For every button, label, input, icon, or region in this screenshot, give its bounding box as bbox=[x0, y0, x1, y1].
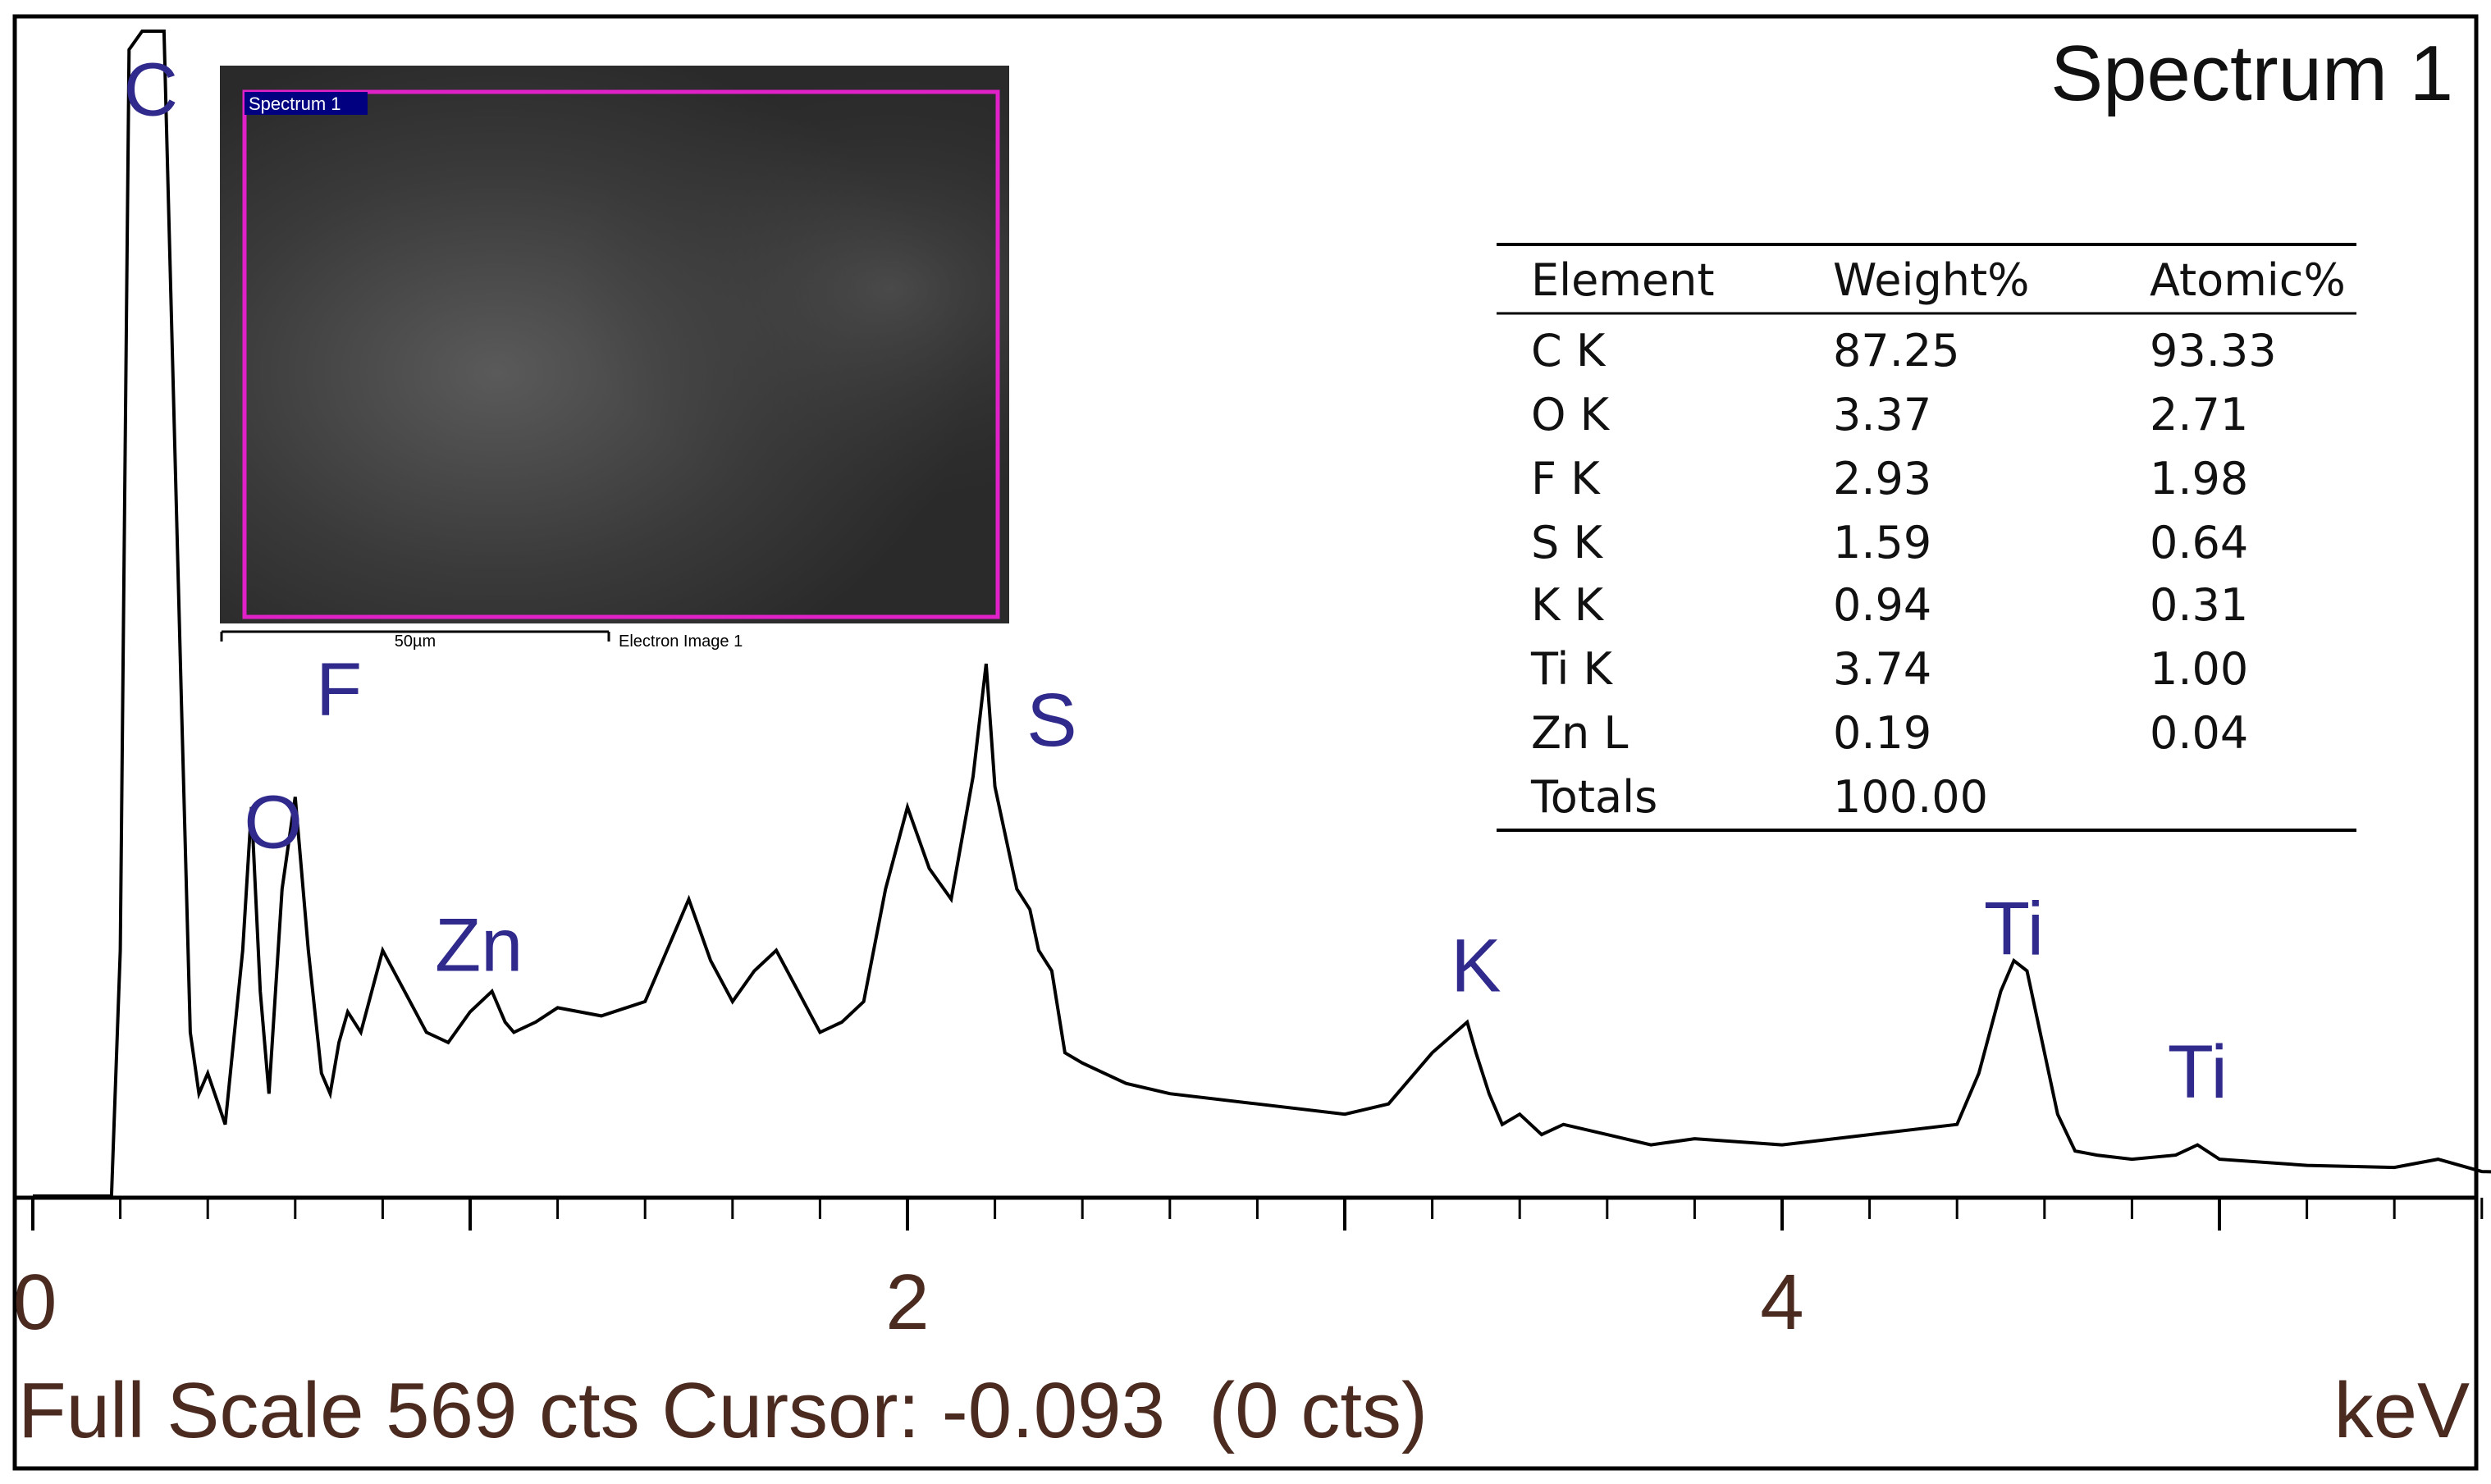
table-cell: Totals bbox=[1530, 771, 1657, 823]
chart-title: Spectrum 1 bbox=[2050, 30, 2453, 117]
peak-label-k: K bbox=[1451, 924, 1501, 1007]
peak-label-zn: Zn bbox=[435, 903, 523, 987]
status-readout: Full Scale 569 cts Cursor: -0.093 (0 cts… bbox=[18, 1367, 1428, 1454]
table-cell: 100.00 bbox=[1833, 771, 1988, 823]
table-cell: 0.64 bbox=[2150, 517, 2248, 568]
table-cell: Zn L bbox=[1531, 707, 1628, 759]
x-tick-label: 4 bbox=[1760, 1258, 1803, 1346]
x-tick-label: 2 bbox=[885, 1258, 929, 1346]
electron-image-inset: Spectrum 1 50µm Electron Image 1 bbox=[220, 66, 1009, 651]
x-axis-label: keV bbox=[2334, 1367, 2470, 1454]
scale-bar-label: 50µm bbox=[395, 632, 436, 651]
table-cell: 0.19 bbox=[1833, 707, 1931, 759]
x-tick-label: 0 bbox=[13, 1258, 57, 1346]
table-cell: 3.74 bbox=[1833, 643, 1931, 695]
table-cell: S K bbox=[1531, 517, 1603, 568]
table-cell: 0.94 bbox=[1833, 579, 1931, 631]
table-cell: 0.04 bbox=[2150, 707, 2248, 759]
composition-table: Element Weight% Atomic% C K 87.25 93.33 … bbox=[1497, 243, 2356, 832]
sem-image-highlight bbox=[220, 66, 1009, 623]
table-cell: O K bbox=[1531, 389, 1611, 441]
region-label: Spectrum 1 bbox=[249, 94, 341, 114]
peak-label-o: O bbox=[244, 781, 303, 865]
table-cell: 2.71 bbox=[2150, 389, 2248, 441]
table-cell: 93.33 bbox=[2150, 325, 2277, 377]
table-cell: K K bbox=[1531, 579, 1605, 631]
electron-image-label: Electron Image 1 bbox=[619, 632, 743, 651]
table-cell: 1.59 bbox=[1833, 517, 1931, 568]
spectrum-region-box bbox=[242, 89, 1000, 619]
table-header-element: Element bbox=[1531, 254, 1715, 306]
table-cell: 3.37 bbox=[1833, 389, 1931, 441]
table-header-atomic: Atomic% bbox=[2150, 254, 2346, 306]
table-cell: C K bbox=[1531, 325, 1607, 377]
table-cell: 1.00 bbox=[2150, 643, 2248, 695]
peak-label-ti: Ti bbox=[2168, 1030, 2228, 1114]
table-cell: 0.31 bbox=[2150, 579, 2248, 631]
peak-label-s: S bbox=[1026, 678, 1076, 762]
peak-label-ti: Ti bbox=[1984, 888, 2044, 971]
peak-label-f: F bbox=[316, 648, 362, 732]
table-header-weight: Weight% bbox=[1833, 254, 2029, 306]
table-cell: 1.98 bbox=[2150, 453, 2248, 505]
table-cell: 2.93 bbox=[1833, 453, 1931, 505]
peak-label-c: C bbox=[124, 48, 178, 131]
table-cell: 87.25 bbox=[1833, 325, 1960, 377]
table-cell: F K bbox=[1531, 453, 1601, 505]
region-label-bg bbox=[245, 92, 368, 115]
spectrum-trace bbox=[33, 30, 2491, 1198]
table-cell: Ti K bbox=[1530, 643, 1613, 695]
